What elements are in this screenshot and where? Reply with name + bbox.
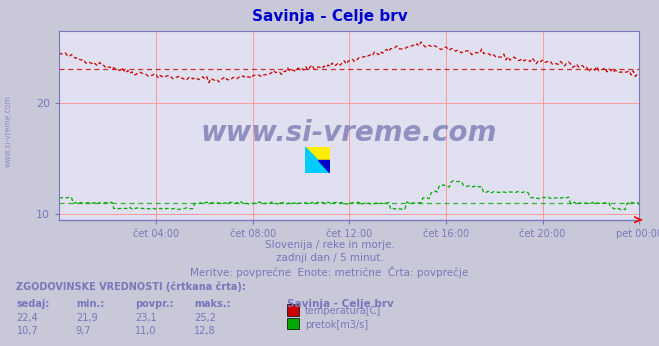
Text: 12,8: 12,8 [194,326,216,336]
Text: min.:: min.: [76,299,104,309]
Polygon shape [305,147,330,173]
Text: Savinja - Celje brv: Savinja - Celje brv [252,9,407,24]
Text: Meritve: povprečne  Enote: metrične  Črta: povprečje: Meritve: povprečne Enote: metrične Črta:… [190,266,469,278]
Polygon shape [305,147,330,173]
Text: 10,7: 10,7 [16,326,38,336]
Text: 21,9: 21,9 [76,313,98,323]
Text: zadnji dan / 5 minut.: zadnji dan / 5 minut. [275,253,384,263]
Text: 25,2: 25,2 [194,313,216,323]
Text: 11,0: 11,0 [135,326,157,336]
Text: maks.:: maks.: [194,299,231,309]
Text: 9,7: 9,7 [76,326,92,336]
Text: www.si-vreme.com: www.si-vreme.com [201,119,498,147]
Text: povpr.:: povpr.: [135,299,173,309]
Text: 23,1: 23,1 [135,313,157,323]
Text: ZGODOVINSKE VREDNOSTI (črtkana črta):: ZGODOVINSKE VREDNOSTI (črtkana črta): [16,282,246,292]
Text: Slovenija / reke in morje.: Slovenija / reke in morje. [264,240,395,251]
Text: www.si-vreme.com: www.si-vreme.com [4,95,13,167]
Polygon shape [318,160,330,173]
Text: pretok[m3/s]: pretok[m3/s] [305,320,368,329]
Text: 22,4: 22,4 [16,313,38,323]
Text: sedaj:: sedaj: [16,299,50,309]
Text: Savinja - Celje brv: Savinja - Celje brv [287,299,393,309]
Text: temperatura[C]: temperatura[C] [305,307,382,316]
